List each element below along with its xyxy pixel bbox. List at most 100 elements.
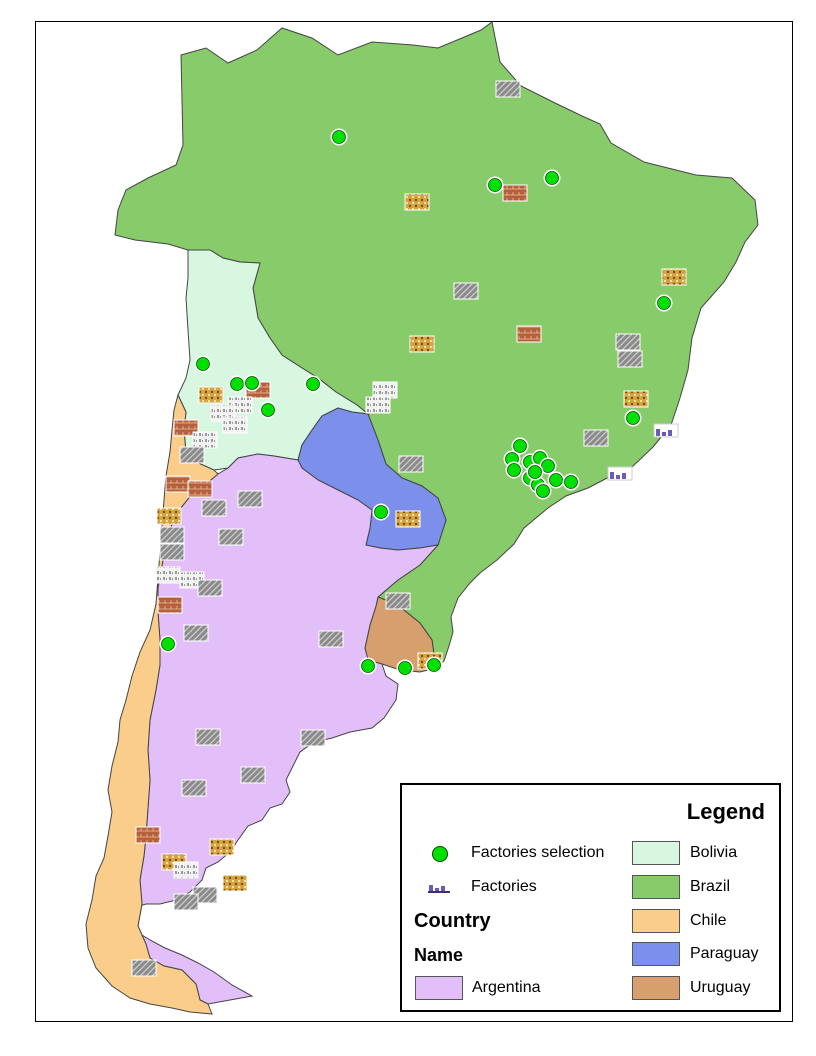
factory-selection-dot-outline (398, 661, 412, 675)
factory-photo-marker (197, 579, 223, 597)
factories-label: Factories (471, 878, 537, 895)
bolivia-swatch (632, 841, 680, 865)
factory-selection-dot (547, 471, 565, 489)
factory-selection-dot (655, 294, 673, 312)
factory-selection-dot-outline (488, 178, 502, 192)
factory-photo-marker (661, 268, 687, 286)
factory-photo-marker (179, 446, 205, 464)
factory-selection-dot (359, 657, 377, 675)
factories-selection-label: Factories selection (471, 844, 605, 861)
factory-photo-marker (617, 350, 643, 368)
factory-selection-dot-outline (513, 439, 527, 453)
factory-photo-marker (155, 566, 181, 584)
factory-photo-marker (237, 490, 263, 508)
factory-selection-dot (372, 503, 390, 521)
factory-photo-marker (192, 431, 218, 449)
legend-item-chile: Chile (690, 912, 727, 929)
factory-selection-dot-outline (196, 357, 210, 371)
factory-photo-marker (135, 826, 161, 844)
factory-photo-marker (156, 507, 182, 525)
legend-item-paraguay: Paraguay (690, 945, 759, 962)
factory-selection-dot (330, 128, 348, 146)
factory-selection-dot-outline (626, 411, 640, 425)
factory-photo-marker (181, 779, 207, 797)
factory-photo-marker (385, 592, 411, 610)
factory-photo-marker (453, 282, 479, 300)
factory-selection-dot-outline (161, 637, 175, 651)
factory-selection-dot-outline (507, 463, 521, 477)
factory-photo-marker (157, 596, 183, 614)
chile-swatch (632, 909, 680, 933)
name-heading: Name (414, 945, 464, 965)
selection-dots (159, 128, 673, 677)
factory-selection-dot (194, 355, 212, 373)
factory-selection-dot (562, 473, 580, 491)
factory-photo-marker (187, 480, 213, 498)
brazil-swatch (632, 875, 680, 899)
argentina-swatch (415, 976, 463, 1000)
factory-selection-dot-outline (528, 465, 542, 479)
factory-selection-dot (526, 463, 544, 481)
factory-photo-marker (131, 959, 157, 977)
factory-selection-dot (259, 401, 277, 419)
factories-selection-symbol-icon (432, 846, 448, 862)
factory-photo-marker (218, 528, 244, 546)
factory-photo-marker (372, 381, 398, 399)
factory-selection-dot-outline (657, 296, 671, 310)
factory-selection-dot-outline (545, 171, 559, 185)
factory-photo-marker (623, 390, 649, 408)
factory-photo-marker (395, 510, 421, 528)
factory-selection-dot-outline (245, 376, 259, 390)
factory-selection-dot-outline (230, 377, 244, 391)
factory-photo-marker (583, 429, 609, 447)
factory-selection-dot-outline (332, 130, 346, 144)
factories-symbol-icon (428, 885, 450, 893)
factory-selection-dot (624, 409, 642, 427)
factory-selection-dot-outline (536, 484, 550, 498)
factory-selection-dot (534, 482, 552, 500)
uruguay-swatch (632, 976, 680, 1000)
factory-selection-dot (243, 374, 261, 392)
factory-photo-marker (318, 630, 344, 648)
factory-photo-marker (398, 455, 424, 473)
factory-selection-dot-outline (306, 377, 320, 391)
factory-selection-dot-outline (361, 659, 375, 673)
factory-photo-marker (240, 766, 266, 784)
factory-photo-marker (165, 475, 191, 493)
legend-item-uruguay: Uruguay (690, 979, 751, 996)
factory-photo-marker (159, 543, 185, 561)
factory-photo-marker (222, 416, 248, 434)
factory-photo-marker (300, 729, 326, 747)
factory-selection-dot (228, 375, 246, 393)
factory-photo-marker (195, 728, 221, 746)
factory-selection-dot-outline (427, 658, 441, 672)
factory-selection-dot-outline (541, 459, 555, 473)
factory-photo-marker (173, 861, 199, 879)
factory-photo-marker (516, 325, 542, 343)
factory-photo-marker (198, 386, 224, 404)
factory-photo-marker (201, 499, 227, 517)
factory-marker (607, 466, 633, 481)
legend-item-argentina: Argentina (472, 979, 541, 996)
legend-item-brazil: Brazil (690, 878, 731, 895)
factory-selection-dot (543, 169, 561, 187)
factory-photo-marker (222, 874, 248, 892)
factory-photo-marker (173, 893, 199, 911)
legend-item-bolivia: Bolivia (690, 844, 738, 861)
factory-selection-dot (425, 656, 443, 674)
factory-selection-dot-outline (374, 505, 388, 519)
factory-selection-dot-outline (261, 403, 275, 417)
factory-photo-marker (173, 419, 199, 437)
factory-selection-dot-outline (564, 475, 578, 489)
factory-selection-dot (486, 176, 504, 194)
factory-photo-marker (365, 396, 391, 414)
factory-photo-marker (159, 526, 185, 544)
factory-photo-marker (183, 624, 209, 642)
factory-photo-marker (409, 335, 435, 353)
country-heading: Country (414, 910, 491, 932)
factory-selection-dot-outline (549, 473, 563, 487)
factory-photo-marker (404, 193, 430, 211)
factory-photo-marker (502, 184, 528, 202)
factory-photo-marker (495, 80, 521, 98)
